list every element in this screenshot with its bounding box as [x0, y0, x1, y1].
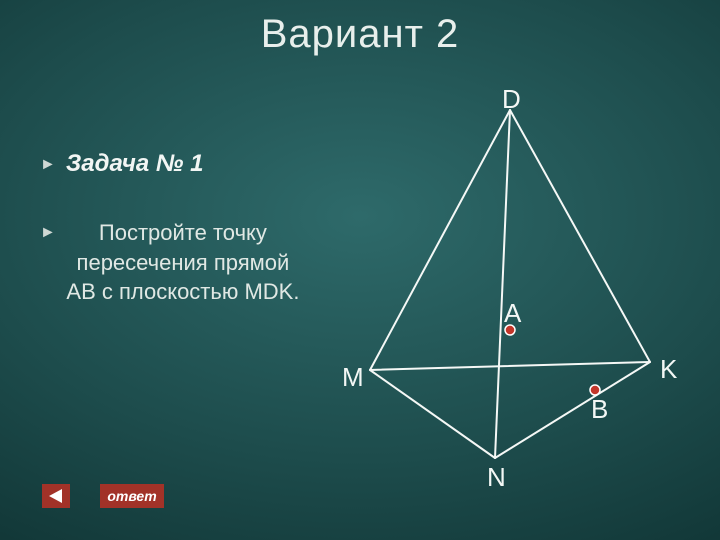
task-text: Постройте точку пересечения прямой AB с … — [66, 218, 300, 307]
vertex-label-K: K — [660, 354, 677, 385]
edge-DM — [370, 110, 510, 370]
vertex-label-B: B — [591, 394, 608, 425]
bullet-icon: ► — [40, 156, 56, 174]
diagram-svg — [320, 70, 700, 500]
nav-back-button[interactable] — [42, 484, 70, 508]
edge-MN — [370, 370, 495, 458]
vertex-label-A: A — [504, 298, 521, 329]
vertex-label-D: D — [502, 84, 521, 115]
task-text-row: ► Постройте точку пересечения прямой AB … — [40, 218, 300, 307]
task-label-row: ► Задача № 1 — [40, 150, 300, 178]
edge-DK — [510, 110, 650, 362]
geometry-diagram: D M K N A B — [320, 70, 700, 500]
page-title: Вариант 2 — [0, 12, 720, 57]
task-block: ► Задача № 1 ► Постройте точку пересечен… — [40, 150, 300, 347]
answer-button[interactable]: ответ — [100, 484, 164, 508]
vertex-label-N: N — [487, 462, 506, 493]
edge-MK — [370, 362, 650, 370]
bullet-icon: ► — [40, 224, 56, 242]
vertex-label-M: M — [342, 362, 364, 393]
edge-NK — [495, 362, 650, 458]
edge-DN — [495, 110, 510, 458]
task-label: Задача № 1 — [66, 150, 204, 178]
